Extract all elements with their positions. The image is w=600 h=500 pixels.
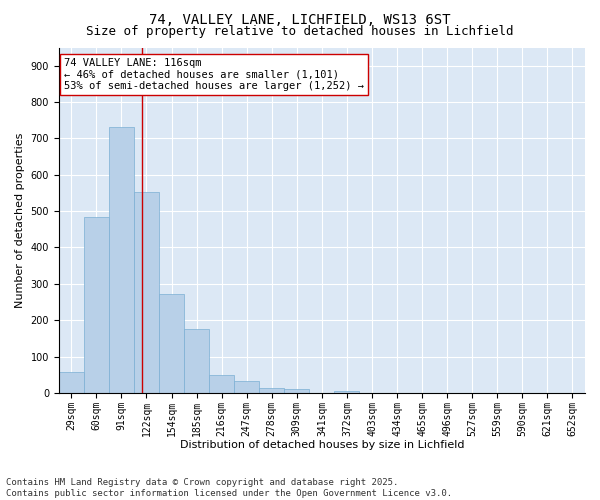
Text: 74, VALLEY LANE, LICHFIELD, WS13 6ST: 74, VALLEY LANE, LICHFIELD, WS13 6ST: [149, 12, 451, 26]
Bar: [159, 294, 184, 393]
Bar: [209, 376, 234, 393]
Bar: [109, 128, 134, 393]
X-axis label: Distribution of detached houses by size in Lichfield: Distribution of detached houses by size …: [179, 440, 464, 450]
Text: 74 VALLEY LANE: 116sqm
← 46% of detached houses are smaller (1,101)
53% of semi-: 74 VALLEY LANE: 116sqm ← 46% of detached…: [64, 58, 364, 91]
Text: Contains HM Land Registry data © Crown copyright and database right 2025.
Contai: Contains HM Land Registry data © Crown c…: [6, 478, 452, 498]
Bar: [184, 330, 209, 393]
Bar: [84, 217, 109, 393]
Bar: [134, 192, 159, 393]
Text: Size of property relative to detached houses in Lichfield: Size of property relative to detached ho…: [86, 25, 514, 38]
Bar: [334, 391, 359, 393]
Bar: [234, 381, 259, 393]
Bar: [259, 388, 284, 393]
Bar: [59, 372, 84, 393]
Y-axis label: Number of detached properties: Number of detached properties: [15, 132, 25, 308]
Bar: [284, 389, 310, 393]
